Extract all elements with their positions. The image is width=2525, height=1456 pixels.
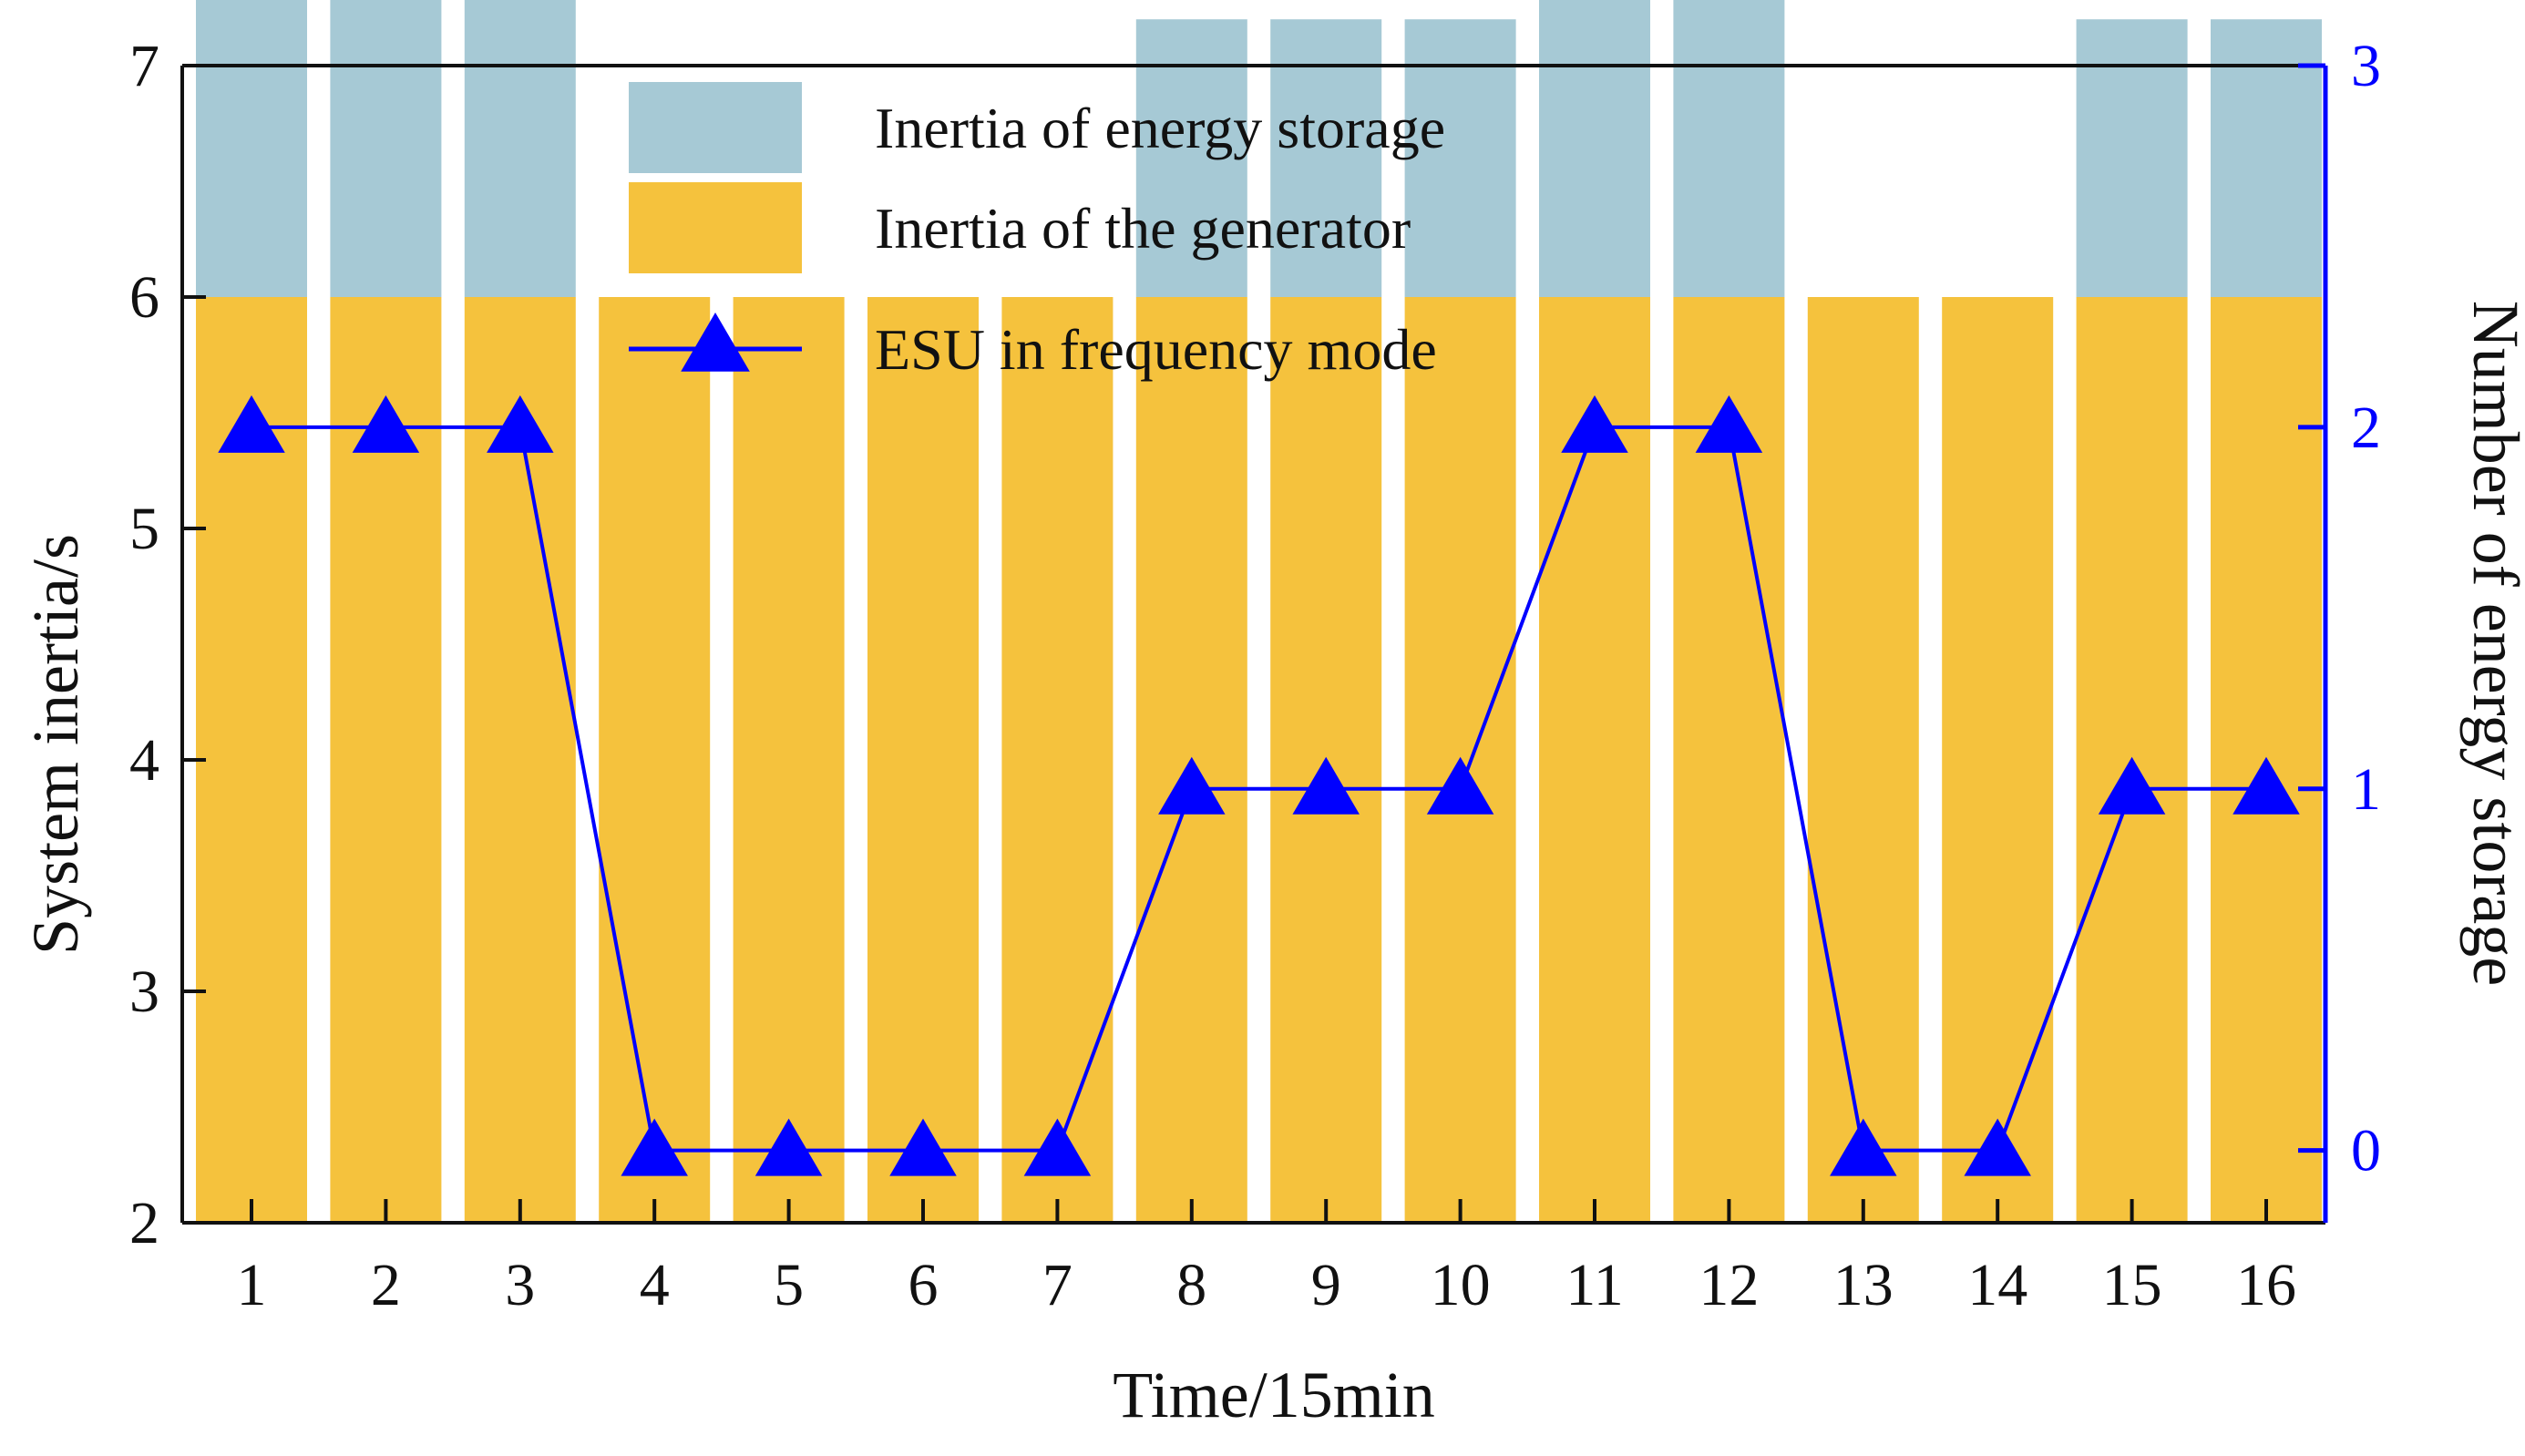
legend-swatch xyxy=(629,182,802,273)
x-tick-label: 12 xyxy=(1699,1252,1759,1318)
esu-point-12 xyxy=(1695,395,1763,453)
x-tick-label: 10 xyxy=(1431,1252,1491,1318)
y2-tick-label: 1 xyxy=(2351,756,2381,823)
bars-group xyxy=(196,0,2322,1223)
bar-storage-15 xyxy=(2076,19,2188,297)
x-tick-label: 1 xyxy=(237,1252,267,1318)
y2-tick-label: 3 xyxy=(2351,33,2381,99)
x-tick-label: 16 xyxy=(2236,1252,2296,1318)
legend: Inertia of energy storage Inertia of the … xyxy=(629,82,1445,382)
x-tick-label: 14 xyxy=(1967,1252,2027,1318)
x-axis: 1 2 3 4 5 6 7 8 9 10 11 12 13 14 15 16 xyxy=(237,1199,2296,1318)
bar-generator-5 xyxy=(733,297,845,1223)
x-tick-label: 3 xyxy=(505,1252,535,1318)
esu-point-13 xyxy=(1830,1118,1897,1176)
x-tick-label: 4 xyxy=(640,1252,670,1318)
y-tick-label: 2 xyxy=(129,1190,159,1256)
x-tick-label: 5 xyxy=(774,1252,804,1318)
esu-point-5 xyxy=(754,1118,823,1176)
y-axis-right: 0 1 2 3 xyxy=(2298,33,2381,1184)
esu-line-series xyxy=(218,395,2300,1176)
esu-point-1 xyxy=(218,395,285,453)
x-tick-label: 11 xyxy=(1565,1252,1624,1318)
y-tick-label: 6 xyxy=(129,264,159,331)
esu-point-3 xyxy=(487,395,554,453)
x-tick-label: 6 xyxy=(908,1252,939,1318)
bar-storage-2 xyxy=(330,0,442,297)
x-tick-label: 8 xyxy=(1176,1252,1206,1318)
x-axis-label: Time/15min xyxy=(1113,1359,1434,1431)
legend-label: Inertia of energy storage xyxy=(875,96,1445,160)
esu-point-10 xyxy=(1426,756,1494,815)
plot-frame xyxy=(180,64,2328,1225)
esu-point-16 xyxy=(2232,756,2300,815)
esu-point-4 xyxy=(621,1118,688,1176)
bar-generator-6 xyxy=(867,297,979,1223)
y2-tick-label: 2 xyxy=(2351,395,2381,461)
y-axis-left: 2 3 4 5 6 7 xyxy=(129,33,206,1256)
esu-point-14 xyxy=(1964,1118,2031,1176)
bar-storage-1 xyxy=(196,0,307,297)
x-tick-label: 7 xyxy=(1042,1252,1073,1318)
y-axis-label: System inertia/s xyxy=(19,534,92,955)
legend-swatch xyxy=(629,82,802,173)
bar-storage-11 xyxy=(1539,0,1650,297)
bar-generator-4 xyxy=(599,297,711,1223)
x-tick-label: 9 xyxy=(1311,1252,1341,1318)
legend-label: Inertia of the generator xyxy=(875,196,1411,261)
bar-generator-13 xyxy=(1807,297,1919,1223)
esu-point-15 xyxy=(2098,756,2166,815)
esu-point-9 xyxy=(1292,756,1360,815)
x-tick-label: 2 xyxy=(371,1252,401,1318)
y-tick-label: 7 xyxy=(129,33,159,99)
bar-storage-12 xyxy=(1673,0,1785,297)
bar-storage-16 xyxy=(2211,19,2322,297)
bar-generator-7 xyxy=(1001,297,1114,1223)
y-tick-label: 3 xyxy=(129,959,159,1025)
legend-triangle-icon xyxy=(681,313,750,372)
bar-generator-14 xyxy=(1942,297,2054,1223)
esu-point-7 xyxy=(1023,1118,1092,1176)
x-tick-label: 15 xyxy=(2102,1252,2162,1318)
esu-point-8 xyxy=(1158,756,1226,815)
esu-line xyxy=(251,425,2266,1153)
y-tick-label: 4 xyxy=(129,727,159,794)
y2-axis-label: Number of energy storage xyxy=(2459,301,2525,986)
legend-label: ESU in frequency mode xyxy=(875,317,1437,382)
bar-storage-3 xyxy=(464,0,576,297)
esu-point-6 xyxy=(889,1118,957,1176)
x-tick-label: 13 xyxy=(1833,1252,1894,1318)
esu-point-2 xyxy=(352,395,420,453)
esu-point-11 xyxy=(1561,395,1628,453)
y2-tick-label: 0 xyxy=(2351,1118,2381,1184)
y-tick-label: 5 xyxy=(129,496,159,562)
